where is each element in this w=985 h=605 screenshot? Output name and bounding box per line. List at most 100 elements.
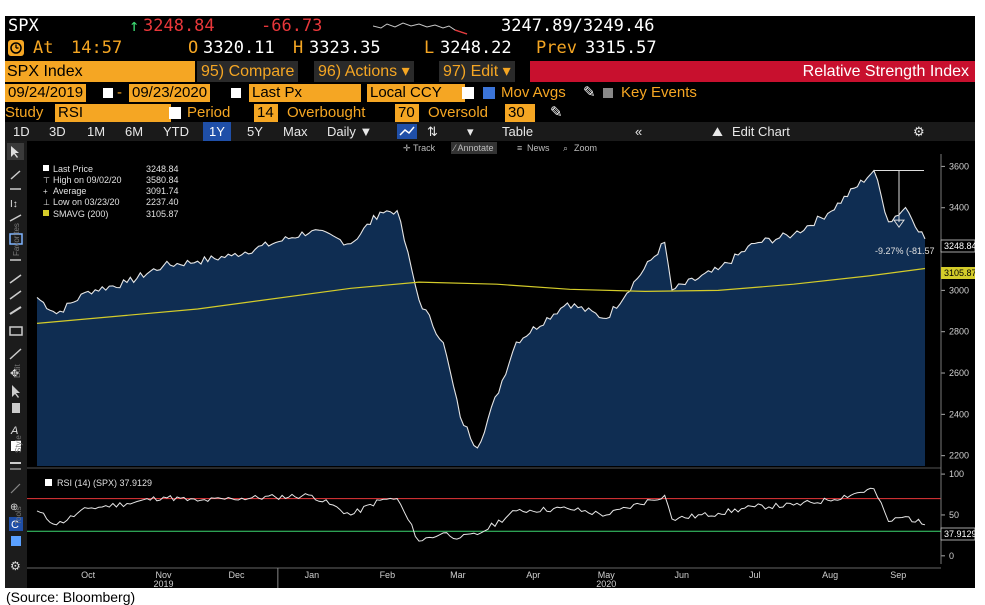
news-icon[interactable]: ≡ — [517, 143, 523, 153]
line-chart-icon[interactable] — [397, 124, 417, 139]
legend-average-label: Average — [53, 186, 86, 196]
news-button[interactable]: News — [527, 143, 550, 153]
eraser-tool-icon[interactable] — [9, 326, 23, 336]
price-legend: Last Price 3248.84 ⊤ High on 09/02/20 35… — [43, 164, 179, 219]
annotate-button[interactable]: ⁄ Annotate — [451, 142, 497, 154]
overbought-input[interactable]: 70 — [395, 104, 419, 122]
palette-icon[interactable] — [11, 536, 21, 546]
open-value: 3320.11 — [203, 38, 275, 58]
oversold-label: Oversold — [428, 104, 489, 121]
year-label: 2019 — [153, 579, 173, 588]
currency-dropdown-icon[interactable] — [462, 87, 474, 99]
favorites-side-label: Favorites — [12, 223, 21, 256]
average-marker-icon: + — [43, 187, 48, 196]
actions-button[interactable]: 96) Actions ▾ — [314, 61, 414, 82]
date-to-field[interactable]: 09/23/2020 — [129, 84, 211, 102]
quote-time: 14:57 — [71, 38, 123, 58]
last-price-tag-label: 3248.84 — [944, 241, 975, 251]
overbought-label: Overbought — [287, 104, 366, 121]
rsi-legend: RSI (14) (SPX) 37.9129 — [45, 478, 152, 488]
delete-tool-icon[interactable] — [12, 403, 20, 413]
dash-tool-icon[interactable] — [10, 483, 21, 494]
settings-tool-icon[interactable]: ⚙ — [10, 559, 21, 573]
prev-label: Prev — [536, 38, 577, 58]
study-select[interactable]: RSI — [55, 104, 171, 122]
edit-chart-icon[interactable]: ⛰ — [712, 124, 723, 139]
edit-label: 97) Edit — [443, 63, 499, 80]
select-tool-icon[interactable] — [12, 385, 20, 398]
date-from-field[interactable]: 09/24/2019 — [5, 84, 87, 102]
price-chart[interactable]: 36003400320030002800260024002200 100500 … — [27, 154, 975, 588]
crosshair-tool-icon[interactable]: ⊕ — [10, 502, 18, 513]
line-tool-icon[interactable] — [10, 170, 21, 180]
at-label: At — [33, 38, 54, 58]
drawing-tool-palette: I↕ ✥ A ⊕ C ⚙ Favorites Edit Style — [5, 141, 27, 588]
track-button[interactable]: Track — [413, 143, 436, 153]
move-tool-icon[interactable]: ✥ — [10, 368, 19, 380]
edit-button[interactable]: 97) Edit ▾ — [439, 61, 515, 82]
pointer-tool-icon[interactable] — [11, 146, 19, 158]
range-1m-button[interactable]: 1M — [87, 124, 106, 139]
pen-tool-icon[interactable] — [9, 348, 22, 360]
chart-type-dropdown-icon[interactable]: ▾ — [467, 124, 474, 139]
frequency-select[interactable]: Daily ▼ — [327, 124, 373, 139]
arrow-tool-icon[interactable] — [9, 290, 22, 300]
track-icon[interactable]: ✛ — [403, 143, 411, 153]
legend-last-price-label: Last Price — [53, 164, 93, 174]
mov-avgs-checkbox[interactable] — [483, 87, 495, 99]
period-label: Period — [187, 104, 231, 121]
fib-tool-icon[interactable]: I↕ — [10, 199, 18, 210]
x-tick-label: Apr — [526, 570, 540, 580]
study-label: Study — [5, 104, 44, 121]
drawdown-annotation[interactable]: -9.27% (-81.57 — [873, 170, 935, 256]
security-field[interactable]: SPX Index — [5, 61, 195, 82]
chart-link-icon[interactable] — [9, 517, 23, 531]
text-tool-icon[interactable]: A — [10, 425, 18, 437]
key-events-checkbox[interactable] — [603, 88, 613, 98]
legend-high-value: 3580.84 — [146, 175, 179, 185]
x-tick-label: Mar — [450, 570, 466, 580]
range-1y-button[interactable]: 1Y — [203, 122, 231, 141]
zoom-icon[interactable]: ⌕ — [563, 143, 569, 153]
rsi-value-tag: 37.9129 — [940, 527, 975, 541]
zoom-button[interactable]: Zoom — [574, 143, 598, 153]
range-3d-button[interactable]: 3D — [49, 124, 66, 139]
up-arrow-icon: ↑ — [129, 16, 140, 36]
gear-icon[interactable]: ⚙ — [913, 124, 925, 139]
ticker-row: SPX ↑ 3248.84 -66.73 3247.89/3249.46 — [5, 16, 975, 36]
range-max-button[interactable]: Max — [283, 124, 308, 139]
prev-value: 3315.57 — [585, 38, 657, 58]
range-6m-button[interactable]: 6M — [125, 124, 144, 139]
calendar-icon[interactable] — [231, 88, 241, 98]
oversold-input[interactable]: 30 — [505, 104, 535, 122]
high-value: 3323.35 — [309, 38, 381, 58]
price-y-tick-label: 2800 — [949, 327, 969, 337]
key-events-label: Key Events — [621, 84, 697, 101]
brush-tool-icon[interactable] — [9, 306, 22, 315]
pencil-icon[interactable]: ✎ — [550, 104, 563, 121]
compare-button[interactable]: 95) Compare — [197, 61, 299, 82]
price-y-tick-label: 2400 — [949, 409, 969, 419]
rectangle-tool-icon[interactable] — [9, 233, 23, 245]
table-button[interactable]: Table — [502, 124, 534, 139]
range-1d-button[interactable]: 1D — [13, 124, 30, 139]
period-input[interactable]: 14 — [254, 104, 278, 122]
range-ytd-button[interactable]: YTD — [163, 124, 189, 139]
study-dropdown-icon[interactable] — [169, 107, 181, 119]
range-5y-button[interactable]: 5Y — [247, 124, 263, 139]
bar-chart-icon[interactable]: ⇅ — [427, 124, 438, 139]
chart-subtools: ✛ Track ⁄ Annotate ≡ News ⌕ Zoom — [5, 142, 975, 154]
color-tool-icon[interactable] — [11, 441, 21, 451]
clock-icon[interactable] — [8, 40, 24, 56]
currency-select[interactable]: Local CCY — [367, 84, 465, 102]
field-select[interactable]: Last Px — [249, 84, 361, 102]
edit-chart-button[interactable]: Edit Chart — [732, 124, 790, 139]
pencil-icon[interactable]: ✎ — [583, 84, 596, 101]
collapse-button[interactable]: « — [635, 124, 643, 139]
ray-tool-icon[interactable] — [9, 274, 22, 284]
trend-tool-icon[interactable] — [9, 214, 22, 222]
last-price-tag: 3248.84 — [940, 239, 975, 253]
calendar-icon[interactable] — [103, 88, 113, 98]
x-axis: Oct Nov Dec Jan Feb Mar Apr May Jun Jul Aug Sep 2019… — [27, 567, 941, 588]
mov-avgs-label: Mov Avgs — [501, 84, 566, 101]
